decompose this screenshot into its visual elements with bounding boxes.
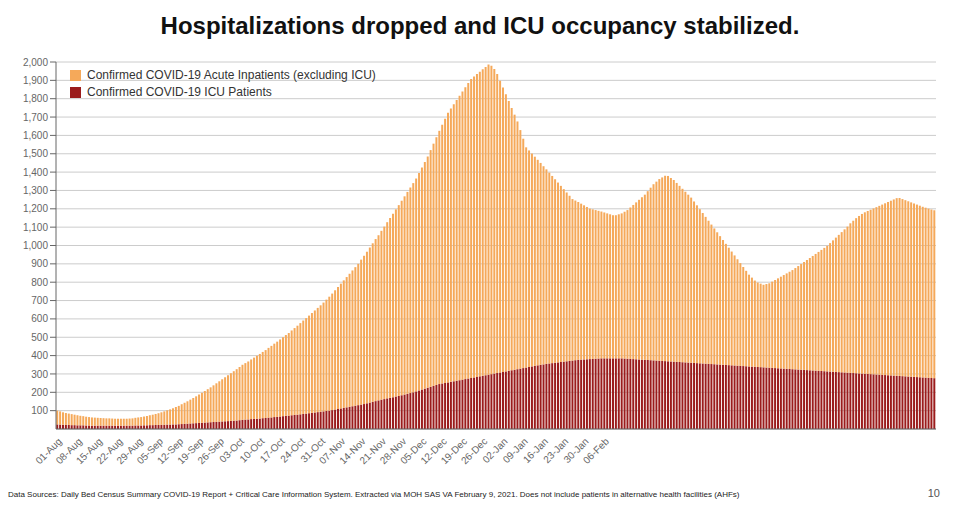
svg-text:1,200: 1,200 bbox=[23, 203, 48, 214]
svg-text:09-Jan: 09-Jan bbox=[500, 435, 530, 466]
svg-text:700: 700 bbox=[31, 295, 48, 306]
svg-text:300: 300 bbox=[31, 369, 48, 380]
svg-text:1,800: 1,800 bbox=[23, 93, 48, 104]
svg-text:23-Jan: 23-Jan bbox=[541, 435, 571, 466]
svg-text:500: 500 bbox=[31, 332, 48, 343]
svg-text:07-Nov: 07-Nov bbox=[317, 435, 348, 467]
svg-text:26-Sep: 26-Sep bbox=[195, 435, 226, 467]
svg-text:1,400: 1,400 bbox=[23, 167, 48, 178]
svg-text:24-Oct: 24-Oct bbox=[278, 435, 307, 465]
svg-text:1,600: 1,600 bbox=[23, 130, 48, 141]
svg-text:2,000: 2,000 bbox=[23, 57, 48, 68]
svg-text:01-Aug: 01-Aug bbox=[33, 435, 64, 467]
svg-text:100: 100 bbox=[31, 405, 48, 416]
svg-text:21-Nov: 21-Nov bbox=[357, 435, 389, 467]
svg-text:31-Oct: 31-Oct bbox=[298, 435, 328, 465]
svg-text:1,500: 1,500 bbox=[23, 148, 48, 159]
svg-text:19-Sep: 19-Sep bbox=[175, 435, 206, 467]
svg-text:05-Dec: 05-Dec bbox=[398, 435, 429, 467]
svg-text:08-Aug: 08-Aug bbox=[53, 435, 85, 467]
svg-text:800: 800 bbox=[31, 277, 48, 288]
svg-text:03-Oct: 03-Oct bbox=[217, 435, 247, 465]
html-text:Hospitalizations dropped and I: Hospitalizations dropped and ICU occupan… bbox=[160, 12, 800, 39]
svg-text:02-Jan: 02-Jan bbox=[480, 435, 510, 466]
svg-text:06-Feb: 06-Feb bbox=[581, 435, 611, 465]
svg-text:05-Sep: 05-Sep bbox=[134, 435, 166, 467]
svg-text:19-Dec: 19-Dec bbox=[438, 435, 470, 467]
svg-text:30-Jan: 30-Jan bbox=[561, 435, 591, 466]
svg-text:900: 900 bbox=[31, 258, 48, 269]
html-text:Confirmed COVID-19 Acute Inpat: Confirmed COVID-19 Acute Inpatients (exc… bbox=[87, 68, 376, 82]
svg-text:1,000: 1,000 bbox=[23, 240, 48, 251]
svg-text:600: 600 bbox=[31, 313, 48, 324]
svg-text:1,700: 1,700 bbox=[23, 112, 48, 123]
svg-text:1,900: 1,900 bbox=[23, 75, 48, 86]
svg-text:17-Oct: 17-Oct bbox=[257, 435, 287, 465]
svg-text:12-Dec: 12-Dec bbox=[418, 435, 449, 467]
svg-text:15-Aug: 15-Aug bbox=[73, 435, 105, 467]
html-text:10: 10 bbox=[927, 487, 940, 499]
svg-text:14-Nov: 14-Nov bbox=[337, 435, 368, 467]
svg-text:1,300: 1,300 bbox=[23, 185, 48, 196]
svg-text:12-Sep: 12-Sep bbox=[154, 435, 186, 467]
svg-text:16-Jan: 16-Jan bbox=[520, 435, 551, 466]
svg-text:26-Dec: 26-Dec bbox=[458, 435, 490, 467]
svg-text:29-Aug: 29-Aug bbox=[114, 435, 145, 467]
html-text:Data Sources: Daily Bed Census: Data Sources: Daily Bed Census Summary C… bbox=[8, 490, 740, 499]
html-text:Confirmed COVID-19 ICU Patient: Confirmed COVID-19 ICU Patients bbox=[87, 85, 272, 99]
svg-text:1,100: 1,100 bbox=[23, 222, 48, 233]
svg-text:200: 200 bbox=[31, 387, 48, 398]
svg-text:22-Aug: 22-Aug bbox=[94, 435, 125, 467]
svg-text:10-Oct: 10-Oct bbox=[237, 435, 267, 465]
svg-text:28-Nov: 28-Nov bbox=[377, 435, 409, 467]
svg-text:400: 400 bbox=[31, 350, 48, 361]
